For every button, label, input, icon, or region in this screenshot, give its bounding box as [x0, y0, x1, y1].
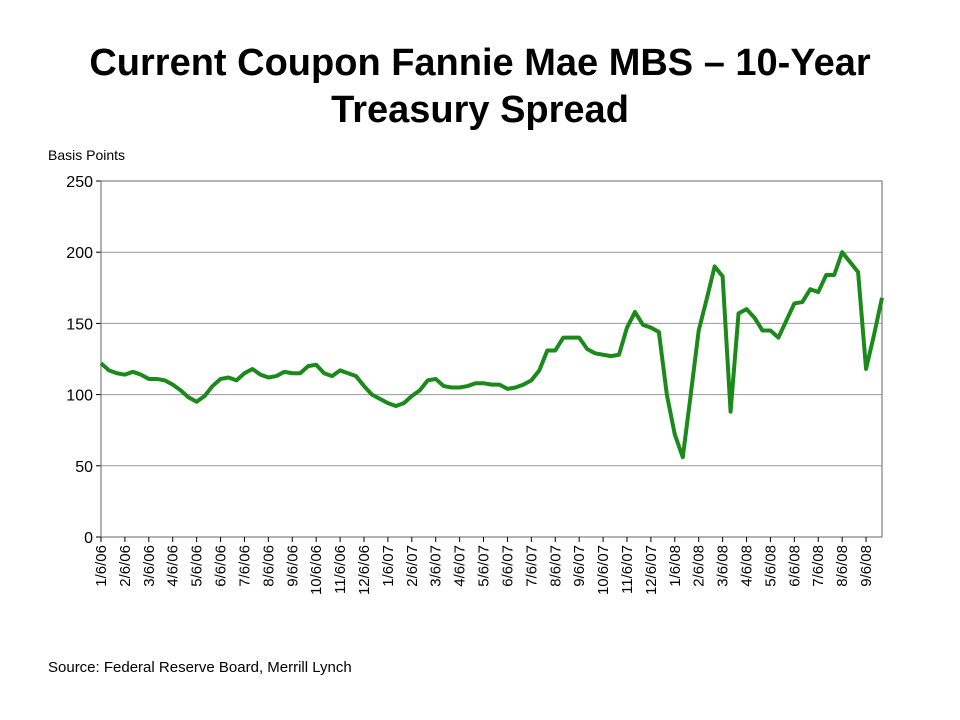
x-tick-label: 10/6/06 [308, 545, 325, 595]
x-tick-label: 4/6/07 [452, 545, 469, 587]
x-tick-label: 3/6/07 [428, 545, 445, 587]
x-tick-label: 8/6/07 [547, 545, 564, 587]
x-tick-label: 2/6/07 [404, 545, 421, 587]
x-tick-label: 6/6/08 [786, 545, 803, 587]
x-tick-label: 1/6/06 [93, 545, 110, 587]
x-tick-label: 12/6/07 [643, 545, 660, 595]
x-tick-label: 8/6/08 [834, 545, 851, 587]
x-tick-label: 4/6/06 [165, 545, 182, 587]
y-tick-label: 50 [75, 459, 93, 476]
x-tick-label: 9/6/08 [858, 545, 875, 587]
x-tick-label: 5/6/07 [476, 545, 493, 587]
x-tick-label: 3/6/08 [715, 545, 732, 587]
x-tick-label: 5/6/08 [762, 545, 779, 587]
x-tick-label: 9/6/06 [284, 545, 301, 587]
source-note: Source: Federal Reserve Board, Merrill L… [48, 659, 352, 676]
x-tick-label: 1/6/08 [667, 545, 684, 587]
x-tick-label: 5/6/06 [189, 545, 206, 587]
x-tick-label: 7/6/08 [810, 545, 827, 587]
x-tick-label: 1/6/07 [380, 545, 397, 587]
x-tick-label: 2/6/06 [117, 545, 134, 587]
x-tick-label: 6/6/06 [213, 545, 230, 587]
x-tick-label: 6/6/07 [499, 545, 516, 587]
x-tick-label: 7/6/06 [236, 545, 253, 587]
y-tick-label: 150 [66, 316, 93, 333]
x-tick-label: 10/6/07 [595, 545, 612, 595]
y-tick-label: 100 [66, 388, 93, 405]
line-series [99, 250, 884, 460]
x-tick-label: 11/6/06 [332, 545, 349, 594]
plot-frame [100, 180, 883, 538]
x-tick-label: 2/6/08 [691, 545, 708, 587]
x-tick-label: 11/6/07 [619, 545, 636, 594]
x-tick-label: 4/6/08 [739, 545, 756, 587]
y-tick-label: 200 [66, 245, 93, 262]
x-tick-label: 8/6/06 [260, 545, 277, 587]
x-tick-label: 7/6/07 [523, 545, 540, 587]
x-tick-label: 12/6/06 [356, 545, 373, 595]
y-tick-label: 0 [84, 530, 93, 547]
y-axis-label: Basis Points [48, 147, 125, 163]
x-tick-label: 9/6/07 [571, 545, 588, 587]
x-tick-label: 3/6/06 [141, 545, 158, 587]
chart-title: Current Coupon Fannie Mae MBS – 10-Year … [89, 42, 871, 131]
y-tick-label: 250 [66, 174, 93, 191]
